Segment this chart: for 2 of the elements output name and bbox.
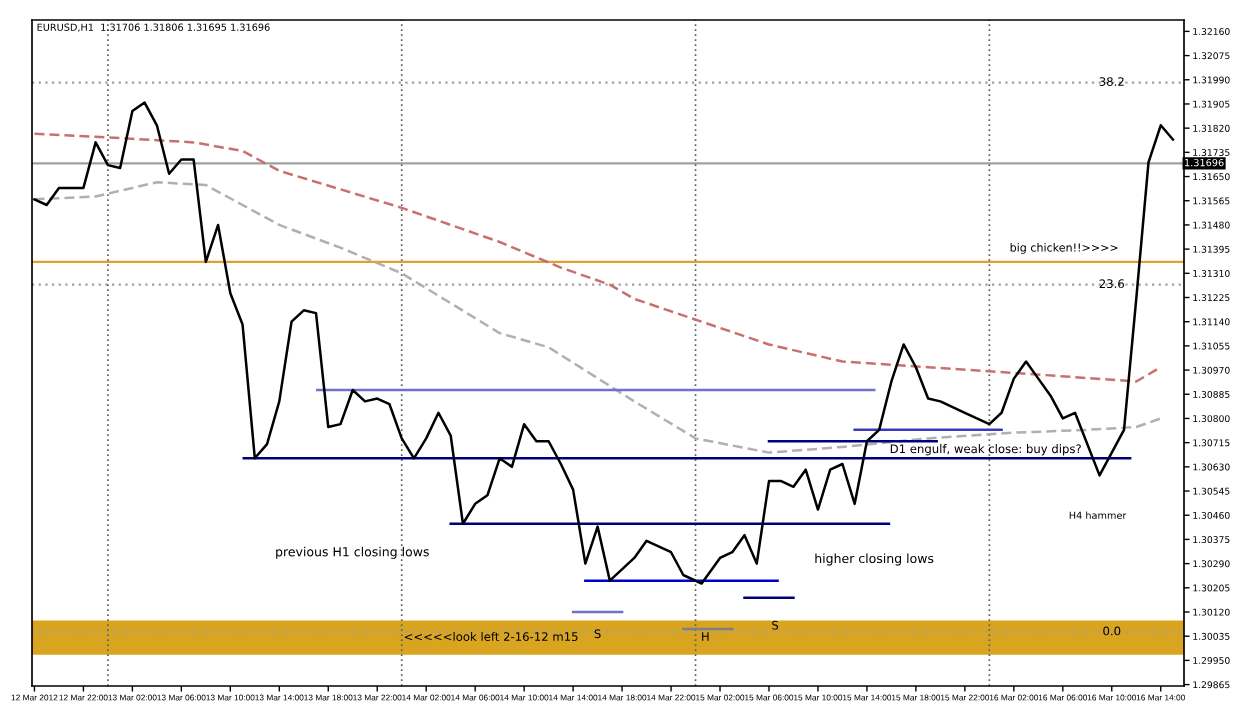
line-series: [33, 132, 1162, 383]
line-series: [33, 180, 1162, 454]
